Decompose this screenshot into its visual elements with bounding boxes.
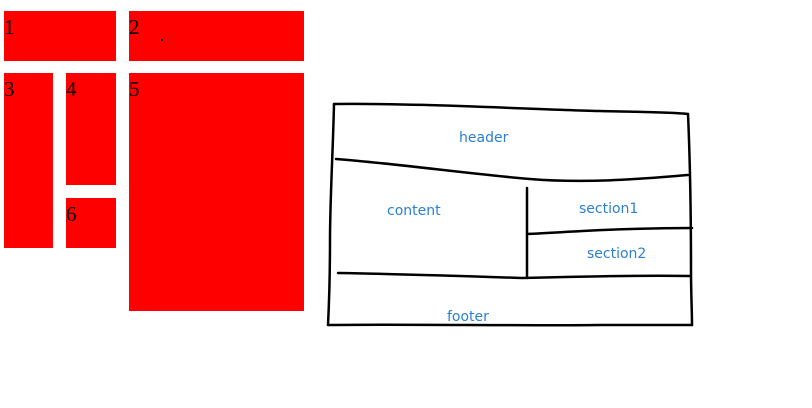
- grid-box-2-number: 2: [129, 15, 140, 39]
- grid-box-1-number: 1: [4, 15, 15, 39]
- sketch-outer-right: [686, 112, 694, 327]
- grid-box-6: 6: [66, 198, 116, 248]
- grid-box-5-number: 5: [129, 77, 140, 101]
- grid-box-4: 4: [66, 73, 116, 185]
- sketch-footer-divider: [336, 271, 692, 280]
- sketch-outer-top: [332, 102, 690, 116]
- sketch-header-divider: [334, 157, 690, 183]
- grid-box-1: 1: [4, 11, 116, 61]
- content-label: content: [387, 203, 441, 219]
- grid-box-4-number: 4: [66, 77, 77, 101]
- sketch-outer-bottom: [326, 323, 694, 327]
- section2-label: section2: [587, 246, 647, 262]
- sketch-outer-left: [326, 102, 336, 327]
- sketch-section-divider: [525, 226, 694, 236]
- footer-label: footer: [447, 309, 489, 325]
- header-label: header: [459, 130, 509, 146]
- section1-label: section1: [579, 201, 639, 217]
- grid-box-6-number: 6: [66, 202, 77, 226]
- stray-dot: [161, 39, 163, 41]
- grid-box-5: 5: [129, 73, 304, 311]
- grid-box-3-number: 3: [4, 77, 15, 101]
- grid-box-3: 3: [4, 73, 53, 248]
- grid-box-2: 2: [129, 11, 304, 61]
